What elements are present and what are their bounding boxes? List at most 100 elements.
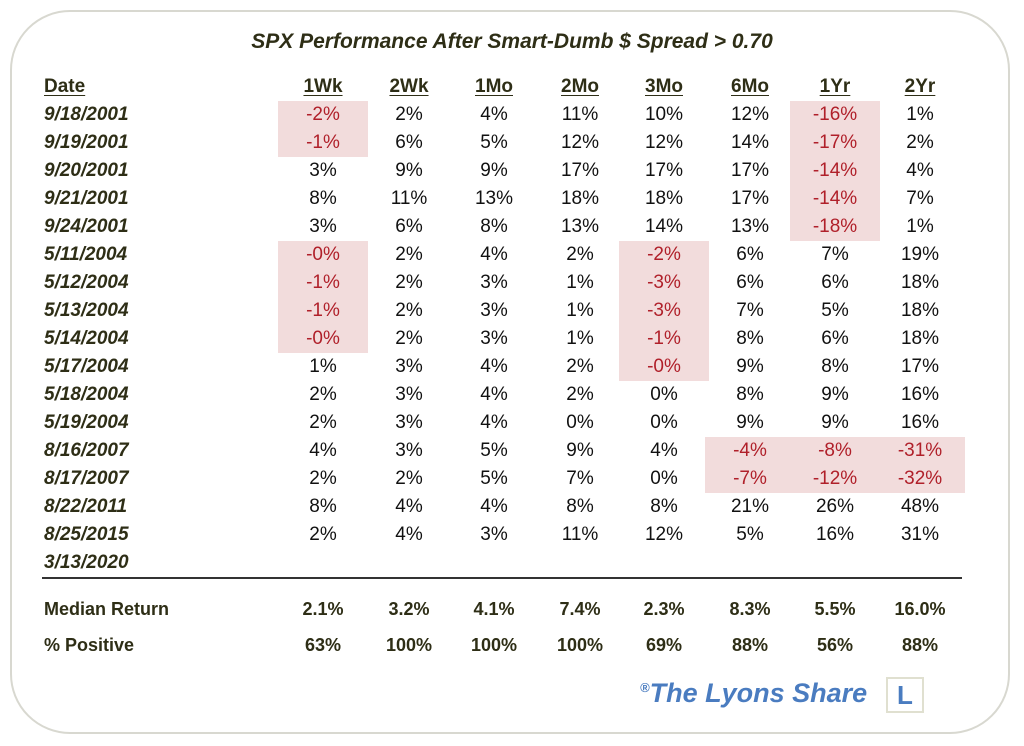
- table-cell: -1%: [278, 297, 368, 325]
- table-cell: 3%: [309, 216, 337, 237]
- table-cell: 5%: [480, 440, 508, 461]
- table-cell: 6%: [736, 272, 764, 293]
- column-header-2yr: 2Yr: [904, 76, 936, 97]
- table-cell: 4%: [480, 244, 508, 265]
- summary-value: 100%: [556, 635, 604, 655]
- table-cell: -32%: [875, 465, 965, 493]
- table-cell: 3%: [480, 524, 508, 545]
- table-cell: -1%: [619, 325, 709, 353]
- table-title: SPX Performance After Smart-Dumb $ Sprea…: [251, 30, 773, 53]
- table-cell: 16%: [900, 384, 940, 405]
- table-cell: [535, 549, 625, 577]
- table-cell: [449, 549, 539, 577]
- table-cell: -7%: [705, 465, 795, 493]
- table-cell: 5%: [736, 524, 764, 545]
- rounded-frame: [10, 10, 1010, 734]
- row-date: 5/13/2004: [44, 300, 129, 321]
- summary-value: 2.3%: [643, 599, 685, 619]
- table-cell: 4%: [395, 524, 423, 545]
- summary-value: 16.0%: [894, 599, 946, 619]
- table-cell: 18%: [900, 328, 940, 349]
- table-cell: 3%: [480, 272, 508, 293]
- table-cell: 8%: [566, 496, 594, 517]
- column-header-1mo: 1Mo: [475, 76, 513, 97]
- table-cell: 11%: [561, 104, 599, 125]
- brand-logo: L: [886, 677, 924, 713]
- table-cell: 2%: [906, 132, 934, 153]
- summary-value: 5.5%: [814, 599, 856, 619]
- summary-value: 8.3%: [729, 599, 771, 619]
- summary-value: 2.1%: [302, 599, 344, 619]
- table-cell: 6%: [736, 244, 764, 265]
- table-cell: 1%: [566, 300, 594, 321]
- table-cell: 12%: [644, 132, 684, 153]
- column-header-1yr: 1Yr: [819, 76, 851, 97]
- summary-value: 4.1%: [473, 599, 515, 619]
- table-cell: 7%: [821, 244, 849, 265]
- table-cell: 3%: [480, 328, 508, 349]
- row-date: 8/16/2007: [44, 440, 129, 461]
- table-cell: 4%: [309, 440, 337, 461]
- row-date: 9/20/2001: [44, 160, 129, 181]
- table-cell: -0%: [619, 353, 709, 381]
- table-cell: 9%: [821, 412, 849, 433]
- summary-value: 100%: [385, 635, 433, 655]
- table-cell: -12%: [790, 465, 880, 493]
- table-cell: 0%: [650, 412, 678, 433]
- table-cell: 2%: [395, 272, 423, 293]
- table-cell: 1%: [309, 356, 337, 377]
- table-cell: 2%: [566, 356, 594, 377]
- table-cell: [705, 549, 795, 577]
- table-cell: [619, 549, 709, 577]
- table-cell: 6%: [395, 132, 423, 153]
- brand-text: The Lyons Share: [649, 678, 868, 708]
- table-cell: -17%: [790, 129, 880, 157]
- table-cell: 2%: [566, 384, 594, 405]
- table-cell: 9%: [821, 384, 849, 405]
- summary-label: % Positive: [44, 635, 135, 655]
- row-date: 8/22/2011: [44, 496, 128, 517]
- table-cell: 11%: [390, 188, 428, 209]
- table-cell: 3%: [309, 160, 337, 181]
- table-cell: 16%: [900, 412, 940, 433]
- table-cell: 4%: [480, 104, 508, 125]
- row-date: 9/24/2001: [44, 216, 129, 237]
- row-date: 5/14/2004: [44, 328, 129, 349]
- table-cell: 5%: [480, 468, 508, 489]
- table-cell: 4%: [480, 384, 508, 405]
- table-cell: 18%: [900, 300, 940, 321]
- table-cell: 14%: [730, 132, 770, 153]
- table-cell: 3%: [395, 412, 423, 433]
- table-cell: 8%: [736, 328, 764, 349]
- table-cell: 1%: [906, 104, 934, 125]
- table-cell: 7%: [736, 300, 764, 321]
- table-cell: -3%: [619, 269, 709, 297]
- table-cell: 13%: [560, 216, 600, 237]
- table-cell: 17%: [730, 160, 770, 181]
- row-date: 9/21/2001: [44, 188, 129, 209]
- table-cell: 4%: [480, 412, 508, 433]
- table-cell: 17%: [900, 356, 940, 377]
- table-cell: 8%: [480, 216, 508, 237]
- row-date: 9/18/2001: [44, 104, 129, 125]
- table-cell: 6%: [821, 328, 849, 349]
- table-cell: 2%: [309, 524, 337, 545]
- table-cell: 12%: [560, 132, 600, 153]
- summary-value: 88%: [731, 635, 769, 655]
- row-date: 5/19/2004: [44, 412, 129, 433]
- table-cell: 5%: [480, 132, 508, 153]
- table-cell: 2%: [309, 384, 337, 405]
- table-cell: -31%: [875, 437, 965, 465]
- table-cell: 0%: [650, 468, 678, 489]
- table-cell: 4%: [650, 440, 678, 461]
- table-cell: 2%: [395, 328, 423, 349]
- table-cell: [790, 549, 880, 577]
- table-cell: 2%: [395, 104, 423, 125]
- table-cell: 4%: [395, 496, 423, 517]
- row-date: 5/17/2004: [44, 356, 129, 377]
- table-cell: 14%: [644, 216, 684, 237]
- table-cell: 1%: [566, 272, 594, 293]
- table-cell: 3%: [395, 356, 423, 377]
- table-cell: 11%: [561, 524, 599, 545]
- table-cell: 9%: [736, 412, 764, 433]
